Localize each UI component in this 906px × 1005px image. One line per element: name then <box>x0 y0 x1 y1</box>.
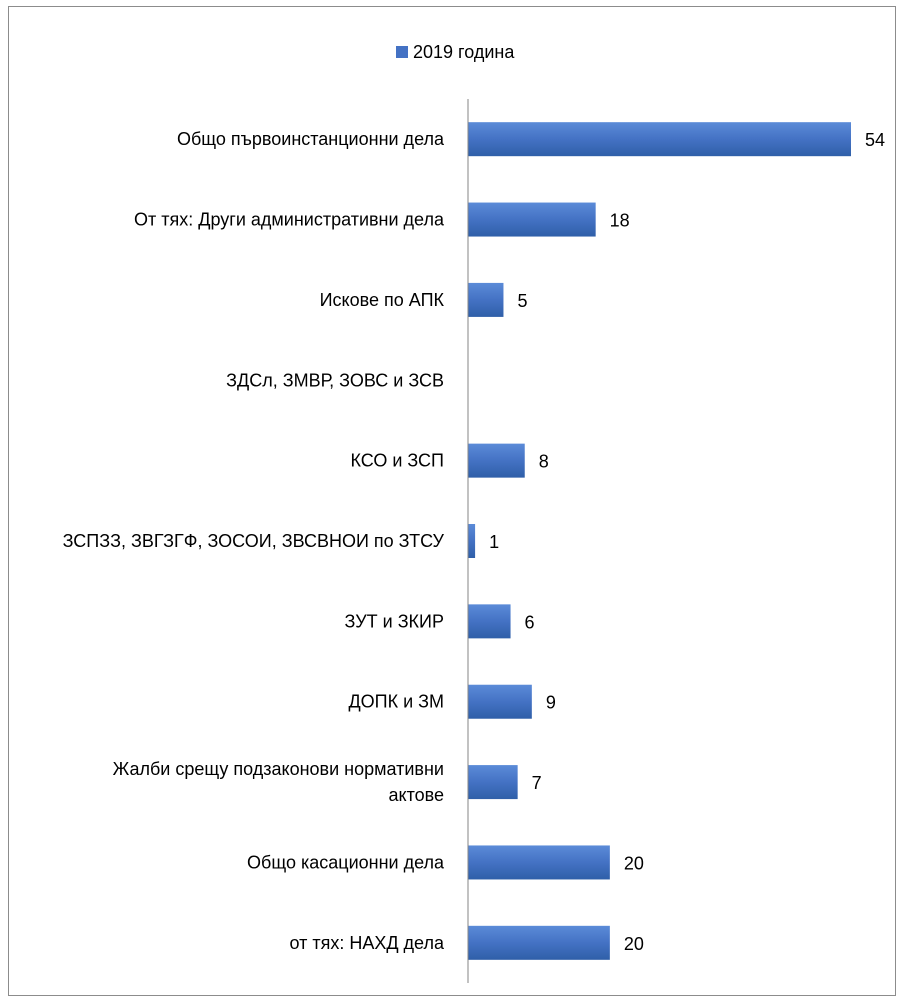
bar <box>468 684 532 719</box>
bar <box>468 604 511 639</box>
category-label: Жалби срещу подзаконови нормативни актове <box>113 759 444 805</box>
chart-frame <box>8 6 896 996</box>
category-label: ЗУТ и ЗКИР <box>345 611 444 631</box>
bar <box>468 524 476 558</box>
value-label: 6 <box>525 612 535 632</box>
bar <box>468 202 596 237</box>
value-label: 5 <box>517 291 527 311</box>
value-label: 1 <box>489 532 499 552</box>
category-label: Искове по АПК <box>320 290 445 310</box>
bar <box>468 925 610 960</box>
value-label: 20 <box>624 934 644 954</box>
legend-swatch <box>396 46 408 58</box>
category-label: От тях: Други административни дела <box>134 210 445 230</box>
value-label: 54 <box>865 130 885 150</box>
value-label: 18 <box>610 211 630 231</box>
value-label: 7 <box>532 773 542 793</box>
value-label: 9 <box>546 693 556 713</box>
legend-label: 2019 година <box>413 41 515 62</box>
category-label: ДОПК и ЗМ <box>348 692 444 712</box>
category-label: КСО и ЗСП <box>350 451 444 471</box>
bar <box>468 122 851 157</box>
value-label: 20 <box>624 853 644 873</box>
category-label: Общо първоинстанционни дела <box>177 129 445 149</box>
legend: 2019 година <box>396 40 514 64</box>
bar <box>468 282 504 317</box>
category-label: от тях: НАХД дела <box>290 933 445 953</box>
bar <box>468 765 518 800</box>
value-label: 8 <box>539 452 549 472</box>
category-label: ЗДСл, ЗМВР, ЗОВС и ЗСВ <box>226 370 444 390</box>
bar <box>468 845 610 880</box>
bar <box>468 443 525 478</box>
category-label: ЗСПЗЗ, ЗВГЗГФ, ЗОСОИ, ЗВСВНОИ по ЗТСУ <box>63 531 445 551</box>
category-label: Общо касационни дела <box>247 852 445 872</box>
